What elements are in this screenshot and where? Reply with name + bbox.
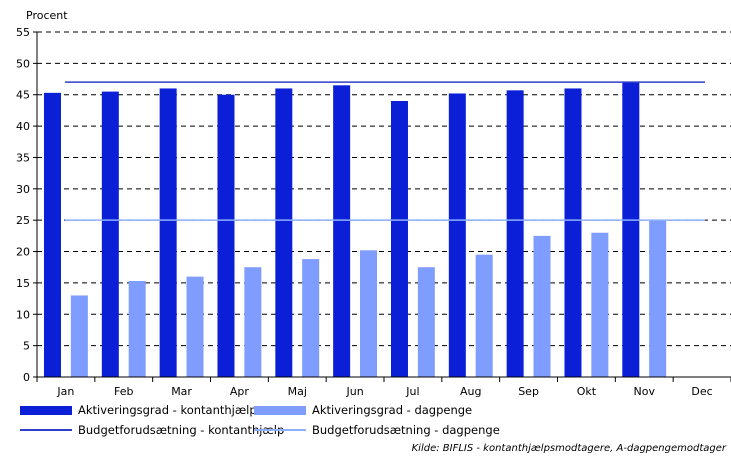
bar-1-feb [128,281,146,377]
y-tick-label: 5 [23,340,30,353]
bar-1-jan [70,295,88,377]
y-tick-label: 25 [16,214,30,227]
legend-swatch [20,429,72,431]
y-tick-label: 0 [23,371,30,384]
y-tick-label: 10 [16,308,30,321]
legend-label: Aktiveringsgrad - kontanthjælp [78,403,257,417]
bar-1-aug [475,254,493,377]
bar-0-apr [217,94,235,378]
legend-label: Aktiveringsgrad - dagpenge [312,403,473,417]
x-tick-label: Jan [56,385,74,398]
x-tick-label: Feb [114,385,133,398]
bar-1-maj [302,259,320,377]
y-axis-title: Procent [26,9,68,22]
legend-label: Budgetforudsætning - kontanthjælp [78,423,285,437]
bar-0-aug [448,93,466,378]
legend-swatch [254,405,306,415]
bar-1-apr [244,267,262,377]
bar-0-jan [43,92,61,377]
y-tick-label: 50 [16,57,30,70]
bar-1-mar [186,276,204,377]
x-tick-label: Mar [171,385,192,398]
x-tick-label: Maj [288,385,307,398]
legend-item-series-2: Budgetforudsætning - kontanthjælp [20,422,284,438]
bar-0-nov [622,82,640,377]
y-tick-label: 40 [16,120,30,133]
x-tick-label: Nov [634,385,656,398]
bar-1-sep [533,235,551,377]
bar-0-mar [159,88,177,378]
legend-swatch [254,429,306,431]
bar-0-jul [390,101,408,377]
bar-1-jul [417,267,435,377]
y-tick-label: 30 [16,183,30,196]
source-note: Kilde: BIFLIS - kontanthjælpsmodtagere, … [411,443,726,454]
legend: Aktiveringsgrad - kontanthjælp Aktiverin… [0,402,731,442]
bar-1-jun [360,250,378,377]
y-tick-label: 35 [16,151,30,164]
x-tick-label: Jul [405,385,419,398]
reference-lines [65,81,705,221]
bars [43,82,667,378]
bar-0-maj [275,88,293,378]
legend-item-series-1: Aktiveringsgrad - dagpenge [254,402,472,418]
legend-swatch [20,405,72,415]
y-axis-ticks: 0 5 10 15 20 25 30 35 40 45 50 55 [16,26,37,384]
bar-0-okt [564,88,582,378]
bar-0-jun [333,85,351,378]
x-tick-label: Sep [518,385,539,398]
x-tick-label: Jun [345,385,363,398]
y-tick-label: 15 [16,277,30,290]
legend-label: Budgetforudsætning - dagpenge [312,423,500,437]
bar-1-okt [591,232,609,377]
legend-item-series-3: Budgetforudsætning - dagpenge [254,422,500,438]
y-tick-label: 55 [16,26,30,39]
x-tick-label: Apr [230,385,250,398]
y-tick-label: 20 [16,246,30,259]
legend-item-series-0: Aktiveringsgrad - kontanthjælp [20,402,257,418]
chart: Procent 0 5 10 15 20 25 30 35 40 45 50 55 Jan Feb Mar… [16,9,731,398]
x-axis-ticks: Jan Feb Mar Apr Maj Jun Jul Aug Sep Okt Nov Dec [36,377,731,398]
bar-1-nov [649,220,667,377]
x-tick-label: Okt [577,385,597,398]
y-tick-label: 45 [16,89,30,102]
x-tick-label: Dec [691,385,712,398]
x-tick-label: Aug [460,385,481,398]
bar-0-sep [506,90,524,377]
bar-0-feb [101,91,119,377]
